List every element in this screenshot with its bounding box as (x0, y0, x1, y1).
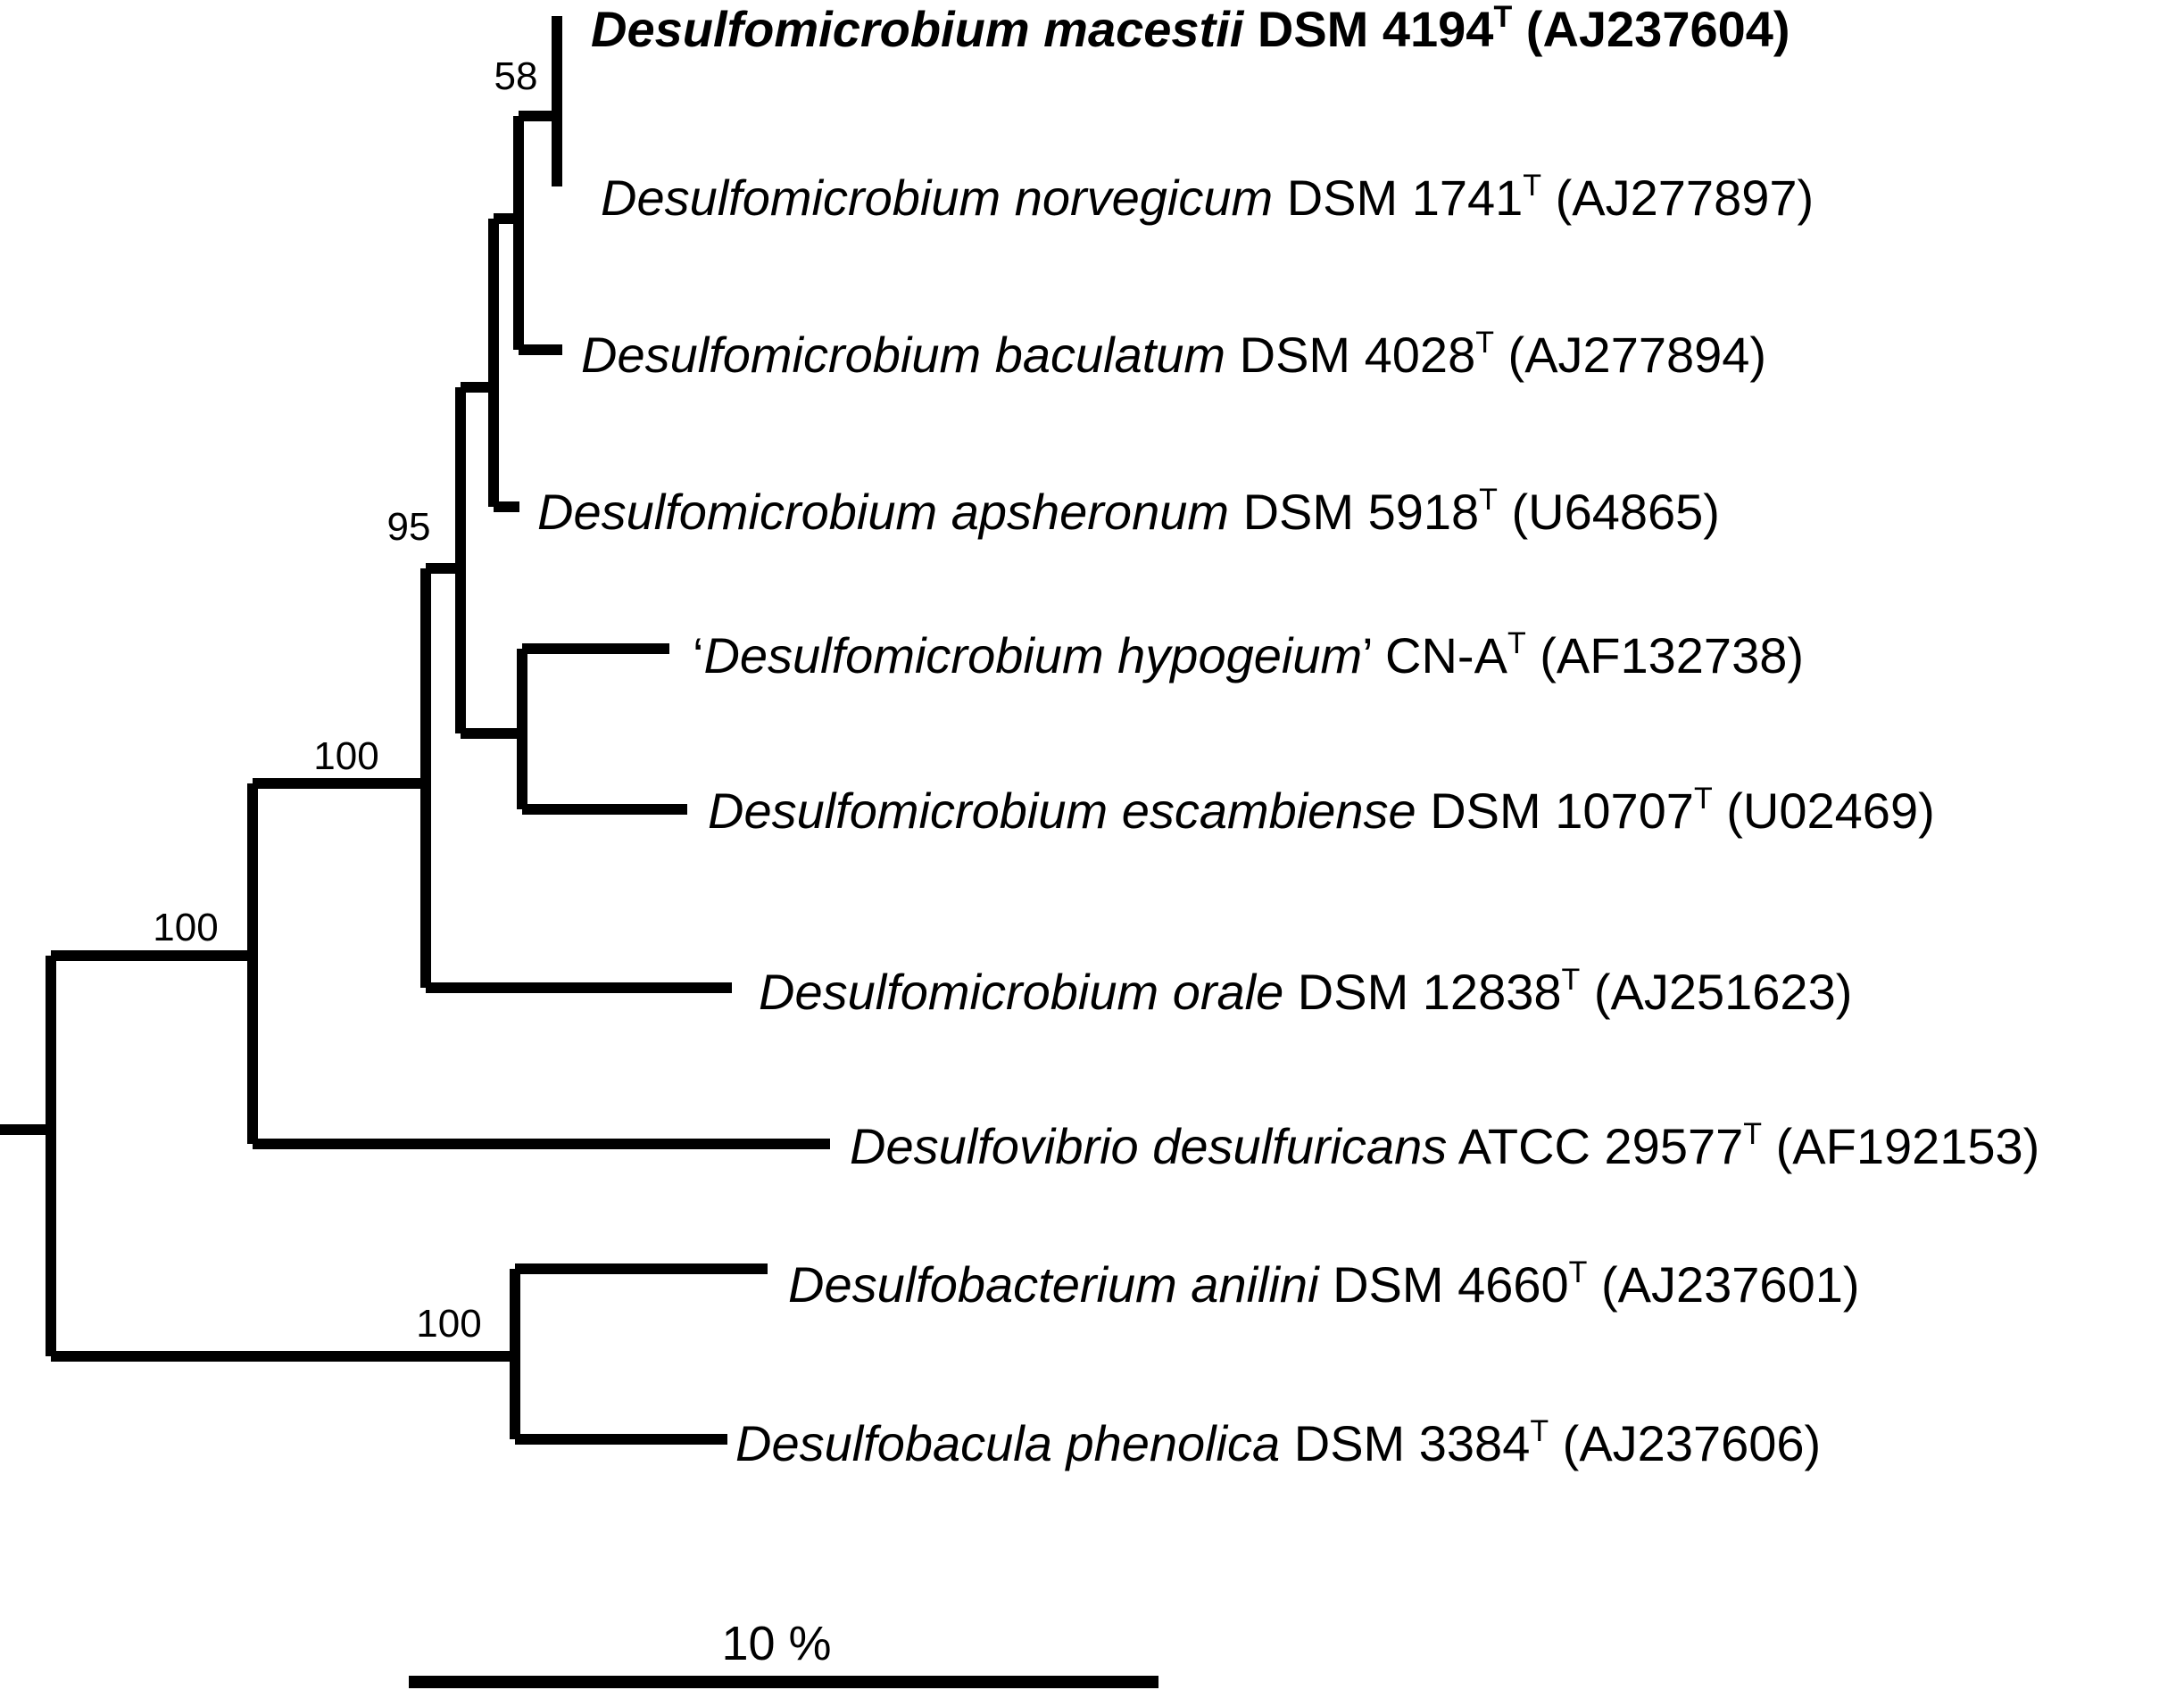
type-strain-superscript: T (1475, 326, 1494, 360)
species-name: Desulfomicrobium apsheronum (537, 484, 1229, 540)
type-strain-superscript: T (1562, 963, 1581, 997)
leaf-label: Desulfobacterium anilini DSM 4660T (AJ23… (788, 1255, 1860, 1313)
leaf-label: Desulfomicrobium macestii DSM 4194T (AJ2… (591, 0, 1790, 57)
leaf-label: Desulfomicrobium baculatum DSM 4028T (AJ… (581, 326, 1766, 383)
accession-number: (AF132738) (1526, 627, 1804, 683)
type-strain-superscript: T (1479, 483, 1498, 517)
strain-id: DSM 10707 (1416, 783, 1694, 839)
strain-id: DSM 4660 (1319, 1256, 1569, 1313)
bootstrap-100-ingroup: 100 (153, 906, 218, 949)
leaf-label: ‘Desulfomicrobium hypogeium’ CN-AT (AF13… (693, 626, 1804, 683)
type-strain-superscript: T (1743, 1117, 1762, 1151)
scale-bar-label: 10 % (721, 1617, 831, 1670)
leaf-label: Desulfobacula phenolica DSM 3384T (AJ237… (735, 1414, 1821, 1471)
accession-number: (AJ277897) (1541, 170, 1814, 226)
accession-number: (U64865) (1498, 484, 1720, 540)
type-strain-superscript: T (1493, 0, 1512, 34)
accession-number: (AJ277894) (1494, 327, 1766, 383)
species-name: Desulfomicrobium norvegicum (601, 170, 1273, 226)
bootstrap-95: 95 (387, 505, 431, 549)
accession-number: (U02469) (1713, 783, 1935, 839)
type-strain-superscript: T (1694, 782, 1713, 816)
bootstrap-100-outgroup: 100 (416, 1302, 481, 1346)
scale-bar: 10 % (409, 1617, 1158, 1688)
strain-id: DSM 4028 (1225, 327, 1475, 383)
type-strain-superscript: T (1523, 169, 1541, 203)
strain-id: DSM 1741 (1273, 170, 1523, 226)
type-strain-superscript: T (1507, 626, 1526, 660)
bootstrap-100-desulfomicrobium: 100 (313, 734, 378, 778)
strain-id: DSM 12838 (1283, 964, 1561, 1020)
accession-number: (AJ251623) (1580, 964, 1852, 1020)
leaf-label: Desulfomicrobium orale DSM 12838T (AJ251… (759, 963, 1852, 1020)
quote-close: ’ (1362, 627, 1371, 683)
accession-number: (AF192153) (1762, 1118, 2039, 1174)
accession-number: (AJ237601) (1587, 1256, 1859, 1313)
strain-id: DSM 3384 (1280, 1415, 1530, 1471)
leaf-label: Desulfomicrobium escambiense DSM 10707T … (708, 782, 1935, 839)
quote-open: ‘ (693, 627, 703, 683)
bootstrap-58: 58 (494, 54, 538, 98)
strain-id: CN-A (1371, 627, 1507, 683)
species-name: Desulfobacula phenolica (735, 1415, 1280, 1471)
leaf-labels: Desulfomicrobium macestii DSM 4194T (AJ2… (537, 0, 2039, 1471)
species-name: Desulfomicrobium baculatum (581, 327, 1225, 383)
leaf-label: Desulfomicrobium apsheronum DSM 5918T (U… (537, 483, 1720, 540)
accession-number: (AJ237606) (1549, 1415, 1821, 1471)
species-name: Desulfomicrobium escambiense (708, 783, 1416, 839)
species-name: Desulfomicrobium hypogeium (703, 627, 1362, 683)
type-strain-superscript: T (1569, 1255, 1588, 1289)
type-strain-superscript: T (1530, 1414, 1549, 1448)
strain-id: DSM 4194 (1243, 1, 1493, 57)
leaf-label: Desulfovibrio desulfuricans ATCC 29577T … (850, 1117, 2039, 1174)
strain-id: DSM 5918 (1229, 484, 1479, 540)
species-name: Desulfomicrobium orale (759, 964, 1283, 1020)
leaf-label: Desulfomicrobium norvegicum DSM 1741T (A… (601, 169, 1814, 226)
bootstrap-values: 58 95 100 100 100 (153, 54, 537, 1346)
tree-branches (0, 16, 830, 1445)
species-name: Desulfomicrobium macestii (591, 1, 1245, 57)
species-name: Desulfobacterium anilini (788, 1256, 1320, 1313)
strain-id: ATCC 29577 (1447, 1118, 1743, 1174)
species-name: Desulfovibrio desulfuricans (850, 1118, 1447, 1174)
accession-number: (AJ237604) (1512, 1, 1790, 57)
